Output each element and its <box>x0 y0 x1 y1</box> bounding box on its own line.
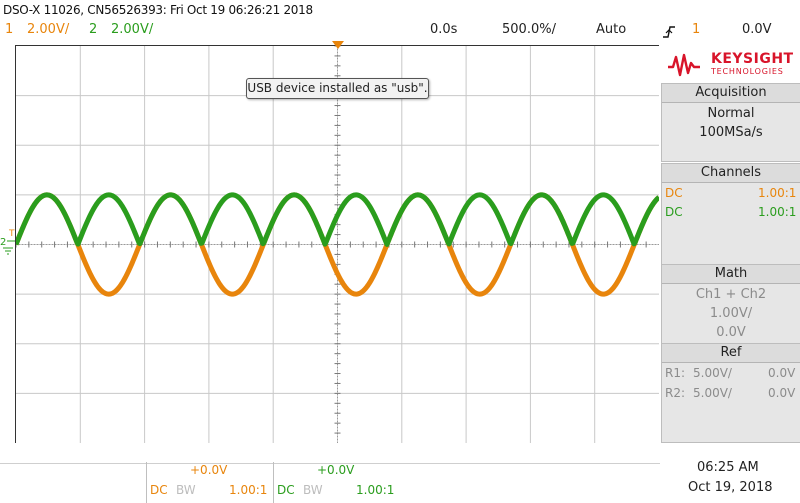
ch2-probe: 1.00:1 <box>758 205 797 219</box>
ch2-ground-marker: 2 <box>0 237 6 248</box>
trigger-channel[interactable]: 1 <box>692 22 701 37</box>
ref2-scale: 5.00V/ <box>693 386 732 400</box>
channel-markers: T 2 <box>0 229 15 255</box>
math-scale: 1.00V/ <box>709 306 753 321</box>
ch1-scale[interactable]: 2.00V/ <box>27 22 70 37</box>
ch2-bottom-coupling: DC <box>277 483 295 497</box>
keysight-sub: TECHNOLOGIES <box>711 67 784 76</box>
scope-title: DSO-X 11026, CN56526393: Fri Oct 19 06:2… <box>3 3 313 17</box>
ch1-bottom-box[interactable]: +0.0V DC BW 1.00:1 <box>146 462 273 503</box>
clock-time: 06:25 AM <box>697 460 759 475</box>
ch2-bottom-box[interactable]: +0.0V DC BW 1.00:1 <box>273 462 402 503</box>
usb-notification: USB device installed as "usb". <box>246 78 429 99</box>
ch2-offset: +0.0V <box>317 463 355 477</box>
clock-date: Oct 19, 2018 <box>688 480 773 495</box>
channels-panel[interactable]: Channels DC 1.00:1 DC 1.00:1 <box>661 163 800 265</box>
math-panel[interactable]: Math Ch1 + Ch2 1.00V/ 0.0V <box>661 264 800 344</box>
rising-edge-icon[interactable] <box>662 24 676 40</box>
trigger-position-icon[interactable] <box>331 40 345 50</box>
ref-panel[interactable]: Ref R1: 5.00V/ 0.0V R2: 5.00V/ 0.0V <box>661 343 800 443</box>
ch1-coupling: DC <box>665 186 683 200</box>
ch2-bottom-probe: 1.00:1 <box>356 483 395 497</box>
time-offset[interactable]: 0.0s <box>430 22 458 37</box>
ch1-offset: +0.0V <box>190 463 228 477</box>
ch1-bw: BW <box>176 483 196 497</box>
ref2-label: R2: <box>665 386 686 400</box>
sidebar: KEYSIGHT TECHNOLOGIES Acquisition Normal… <box>659 45 800 443</box>
time-scale[interactable]: 500.0%/ <box>502 22 556 37</box>
waveform-display[interactable] <box>15 45 659 443</box>
keysight-logo-icon <box>668 53 700 77</box>
ref1-label: R1: <box>665 366 686 380</box>
acquisition-panel[interactable]: Acquisition Normal 100MSa/s <box>661 83 800 162</box>
trigger-level-marker: T <box>8 229 15 239</box>
channels-heading: Channels <box>662 164 800 183</box>
ref1-scale: 5.00V/ <box>693 366 732 380</box>
ch2-number[interactable]: 2 <box>89 22 98 37</box>
ref-heading: Ref <box>662 344 800 363</box>
keysight-brand: KEYSIGHT <box>711 51 794 67</box>
math-offset: 0.0V <box>716 325 746 340</box>
acquisition-rate: 100MSa/s <box>699 125 763 140</box>
ref1-offset: 0.0V <box>768 366 796 380</box>
ch2-trace <box>16 192 659 247</box>
trigger-mode[interactable]: Auto <box>596 22 627 37</box>
ref2-offset: 0.0V <box>768 386 796 400</box>
graticule <box>16 46 659 443</box>
ch1-probe: 1.00:1 <box>758 186 797 200</box>
acquisition-heading: Acquisition <box>662 84 800 103</box>
traces <box>16 192 659 297</box>
math-function: Ch1 + Ch2 <box>695 287 767 302</box>
ch1-number[interactable]: 1 <box>5 22 14 37</box>
acquisition-mode: Normal <box>707 106 755 121</box>
math-heading: Math <box>662 265 800 284</box>
bottom-divider <box>0 463 660 464</box>
title-bar: DSO-X 11026, CN56526393: Fri Oct 19 06:2… <box>0 0 800 22</box>
waveform-chart <box>16 46 659 443</box>
trigger-level[interactable]: 0.0V <box>742 22 772 37</box>
ch2-bw: BW <box>303 483 323 497</box>
ch2-coupling: DC <box>665 205 683 219</box>
ch1-bottom-coupling: DC <box>150 483 168 497</box>
ch2-scale[interactable]: 2.00V/ <box>111 22 154 37</box>
ch1-bottom-probe: 1.00:1 <box>229 483 268 497</box>
bottom-bar <box>0 443 800 503</box>
